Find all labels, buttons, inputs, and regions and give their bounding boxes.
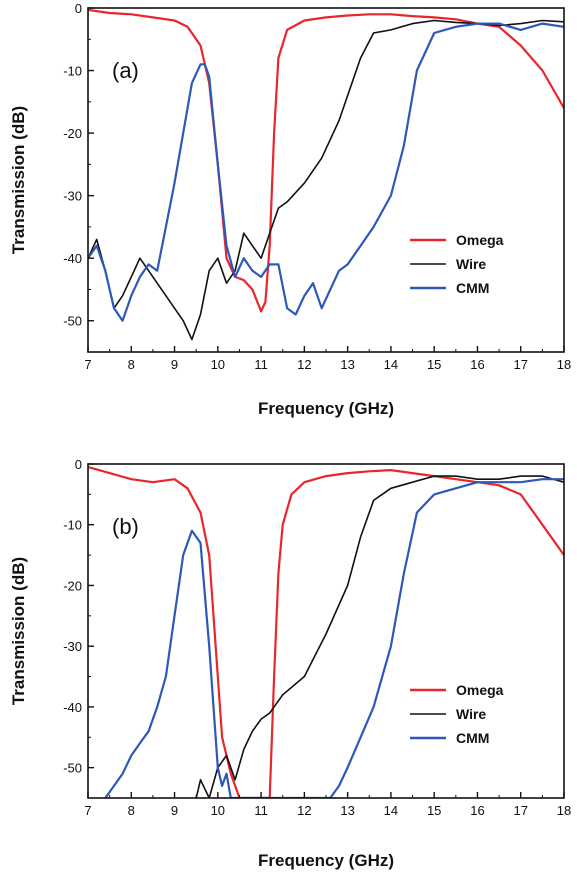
y-axis-title: Transmission (dB) (9, 106, 28, 254)
y-tick-label: -20 (63, 126, 82, 141)
legend-label-omega: Omega (456, 232, 504, 248)
panel-b: 7 8 9 10 11 12 13 14 15 16 17 18 0 -10 -20 -30 -40 -50 Fre… (9, 457, 571, 870)
y-tick-label: -40 (63, 700, 82, 715)
x-tick-label: 18 (557, 803, 571, 818)
x-tick-label: 11 (254, 357, 268, 372)
series-line-omega (88, 8, 564, 313)
x-tick-label: 12 (297, 803, 311, 818)
y-tick-label: -50 (63, 314, 82, 329)
y-tick-label: -50 (63, 761, 82, 776)
panel-label: (a) (112, 58, 139, 83)
legend-label-omega: Omega (456, 682, 504, 698)
legend-label-wire: Wire (456, 706, 486, 722)
x-tick-label: 16 (470, 357, 484, 372)
x-tick-label: 12 (297, 357, 311, 372)
series-line-wire (195, 475, 564, 798)
y-tick-label: -40 (63, 251, 82, 266)
x-tick-label: 14 (384, 803, 398, 818)
y-tick-label: 0 (75, 1, 82, 16)
x-tick-label: 8 (128, 357, 135, 372)
x-tick-label: 18 (557, 357, 571, 372)
x-tick-label: 16 (470, 803, 484, 818)
x-tick-label: 13 (340, 803, 354, 818)
x-tick-label: 17 (513, 803, 527, 818)
x-tick-label: 10 (211, 357, 225, 372)
x-tick-label: 8 (128, 803, 135, 818)
legend-label-cmm: CMM (456, 280, 489, 296)
panel-a: 7 8 9 10 11 12 13 14 15 16 17 18 0 -10 -20 -30 -40 -50 Fre… (9, 1, 571, 418)
x-tick-label: 7 (84, 357, 91, 372)
y-tick-label: -10 (63, 518, 82, 533)
y-tick-label: -10 (63, 64, 82, 79)
x-tick-label: 7 (84, 803, 91, 818)
series-line-omega (88, 465, 564, 798)
y-tick-label: -30 (63, 189, 82, 204)
x-tick-label: 14 (384, 357, 398, 372)
y-axis-title: Transmission (dB) (9, 557, 28, 705)
x-tick-label: 13 (340, 357, 354, 372)
x-tick-label: 15 (427, 357, 441, 372)
y-tick-label: 0 (75, 457, 82, 472)
legend-label-cmm: CMM (456, 730, 489, 746)
x-tick-label: 9 (171, 803, 178, 818)
x-tick-label: 15 (427, 803, 441, 818)
x-axis-title: Frequency (GHz) (258, 851, 394, 870)
panel-label: (b) (112, 514, 139, 539)
series-line-cmm (104, 478, 564, 798)
series-line-wire (88, 19, 564, 341)
x-tick-label: 17 (513, 357, 527, 372)
y-tick-label: -20 (63, 578, 82, 593)
plot-frame (87, 463, 565, 799)
x-tick-label: 11 (254, 803, 268, 818)
series-line-cmm (88, 22, 564, 322)
x-axis-title: Frequency (GHz) (258, 399, 394, 418)
x-tick-label: 10 (211, 803, 225, 818)
y-tick-label: -30 (63, 639, 82, 654)
x-tick-label: 9 (171, 357, 178, 372)
legend-label-wire: Wire (456, 256, 486, 272)
